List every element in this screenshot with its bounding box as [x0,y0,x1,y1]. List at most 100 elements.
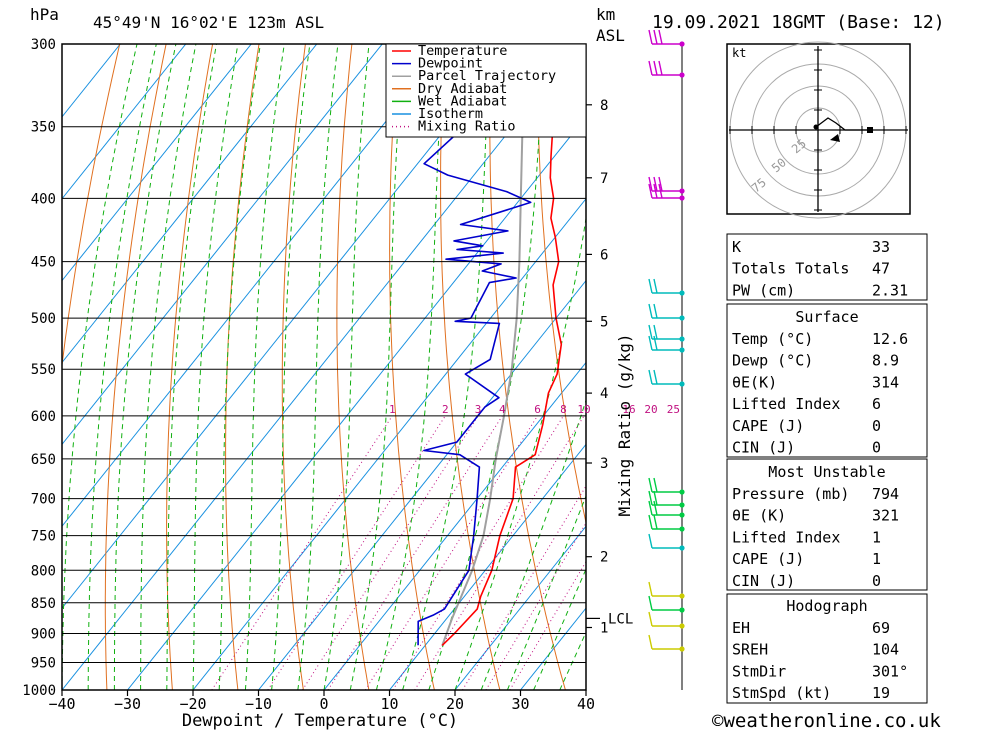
wet-adiabat-line [140,44,197,690]
wind-barb-feather [648,500,653,516]
isotherm-line [62,44,514,609]
wind-level-marker [679,195,685,201]
wet-adiabat-line [271,44,311,690]
dry-adiabat-line [389,44,435,690]
wet-adiabat-line [62,44,138,690]
dry-adiabat-line [956,44,1000,690]
hodograph-point [867,127,873,133]
wind-barbs [648,29,685,652]
mixing-ratio-label: 1 [389,403,396,416]
wind-barb-feather [648,533,653,549]
index-value: 19 [872,684,890,702]
pressure-tick-label: 800 [31,563,56,579]
pressure-tick-label: 500 [31,311,56,327]
wind-level-marker [679,347,685,353]
isotherm-line [454,525,586,690]
height-tick-label: 6 [600,247,608,263]
isotherm-line [323,361,586,690]
wind-level-marker [679,381,685,387]
wind-level-marker [679,607,685,613]
wind-barb-feather [653,324,658,340]
temp-tick-label: 40 [577,695,595,713]
lcl-label: LCL [608,611,633,627]
legend-entry: Temperature [418,43,507,59]
dry-adiabat-line [336,44,370,690]
isotherm-line [127,116,586,690]
wet-adiabat-line [297,44,339,690]
wind-barb-feather [658,176,663,192]
height-tick-label: 3 [600,456,608,472]
dry-adiabat-line [225,44,260,690]
plot-frame [61,43,587,691]
index-label: PW (cm) [732,281,795,299]
index-label: StmSpd (kt) [732,684,831,702]
wind-barb-feather [653,335,658,351]
mixing-ratio-line [267,415,446,690]
wet-adiabat-line [244,44,285,690]
hodograph-unit-label: kt [732,46,746,60]
wet-adiabat-line [349,44,405,690]
wet-adiabat-line [192,44,239,690]
wind-level-marker [679,315,685,321]
index-value: 321 [872,507,899,525]
asl-unit-label: ASL [596,26,625,45]
index-value: 1 [872,550,881,568]
legend-entry: Mixing Ratio [418,119,516,135]
indices-box-most-unstable [726,458,928,591]
isotherm-line [62,44,580,690]
isotherm-line [389,443,586,690]
hodograph-point [813,124,819,130]
pressure-tick-label: 400 [31,191,56,207]
index-label: CAPE (J) [732,550,804,568]
storm-motion-marker [830,134,840,142]
index-label: EH [732,619,750,637]
dry-adiabat-line [104,44,167,690]
mixing-ratio-label: 2 [442,403,449,416]
section-title: Surface [795,308,858,326]
temp-tick-label: 20 [446,695,464,713]
pressure-tick-label: 950 [31,656,56,672]
mixing-ratio-labels: 1 2 3 4 6 8 10 16 20 25 [389,403,680,416]
wind-barb-feather [653,500,658,516]
wind-barb-feather [653,477,658,493]
x-axis-label: Dewpoint / Temperature (°C) [182,711,458,731]
wind-level-marker [679,41,685,47]
height-tick-label: 5 [600,314,608,330]
index-value: 104 [872,641,899,659]
legend-entry: Isotherm [418,106,483,122]
indices-box-hodograph [726,593,928,704]
wind-barb-feather [653,29,658,45]
dry-adiabat-line [62,44,121,369]
mixing-ratio-label: 4 [499,403,506,416]
wind-barb-feather [648,303,653,319]
isotherm-line [62,44,383,446]
index-value: 33 [872,238,890,256]
wind-barb-feather [648,278,653,294]
mixing-ratio-line [302,415,479,690]
indices-box-general [726,233,928,301]
wet-adiabat-line [428,44,545,690]
wind-level-marker [679,593,685,599]
wind-barb-feather [648,183,653,199]
wind-barb-feather [658,183,663,199]
index-value: 6 [872,395,881,413]
index-value: 0 [872,417,881,435]
wet-adiabat-line [87,44,157,690]
index-label: Pressure (mb) [732,485,849,503]
mixing-ratio-line [364,415,538,690]
legend-entry: Dewpoint [418,56,483,72]
pressure-tick-label: 850 [31,596,56,612]
wind-barb-feather [648,477,653,493]
indices-table: K 33 Totals Totals 47 PW (cm) 2.31 Surface Temp… [726,233,928,704]
wind-barb-feather [648,490,653,506]
wind-barb-feather [648,60,653,76]
legend-entry: Wet Adiabat [418,93,507,109]
location-title: 45°49'N 16°02'E 123m ASL [93,13,324,32]
wind-barb-feather [648,324,653,340]
datetime-title: 19.09.2021 18GMT (Base: 12) [652,12,945,33]
pressure-tick-label: 600 [31,409,56,425]
index-label: Lifted Index [732,528,840,546]
mixing-ratio-line [509,560,586,690]
index-value: 794 [872,485,899,503]
